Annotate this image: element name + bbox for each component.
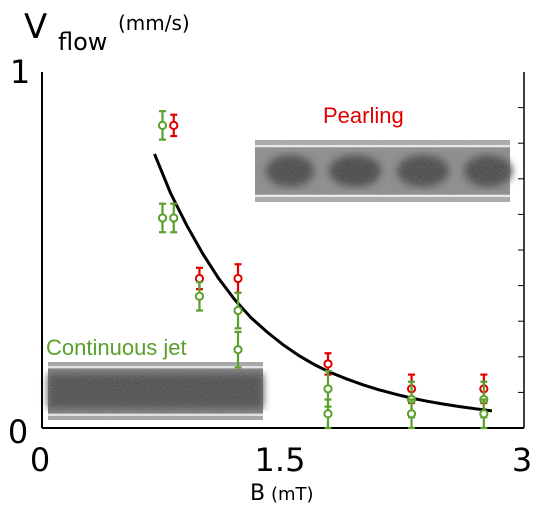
x-label-symbol: B xyxy=(250,481,265,506)
data-points-layer xyxy=(157,110,489,430)
data-point xyxy=(233,330,243,369)
data-marker xyxy=(323,409,333,419)
data-marker xyxy=(169,120,179,131)
continuous-jet-inset xyxy=(48,362,263,420)
data-point xyxy=(169,202,179,234)
y-label-unit: (mm/s) xyxy=(118,11,190,35)
data-marker xyxy=(323,384,333,394)
pearling-label: Pearling xyxy=(323,103,404,128)
x-tick-label-1: 1.5 xyxy=(255,441,306,479)
data-point xyxy=(233,291,243,330)
y-tick-label-bottom: 0 xyxy=(8,413,28,451)
data-marker xyxy=(233,273,243,284)
continuous-jet-label: Continuous jet xyxy=(46,335,187,360)
data-point xyxy=(157,110,168,141)
fit-curve xyxy=(153,153,493,413)
fit-curve-layer xyxy=(153,153,493,413)
data-marker xyxy=(233,345,243,355)
y-label-subscript: flow xyxy=(58,28,107,56)
data-marker xyxy=(169,213,179,223)
data-marker xyxy=(233,305,243,316)
axes xyxy=(41,72,525,429)
data-point xyxy=(157,202,168,234)
y-tick-label-top: 1 xyxy=(10,53,30,91)
y-axis-label: V flow (mm/s) xyxy=(24,7,190,56)
data-point xyxy=(194,280,205,312)
data-point xyxy=(406,398,417,430)
data-point xyxy=(169,113,179,138)
data-marker xyxy=(406,409,417,419)
x-tick-label-2: 3 xyxy=(512,441,532,479)
data-point xyxy=(479,398,489,430)
right-axis-ticks xyxy=(518,107,524,393)
data-marker xyxy=(194,291,205,301)
tick-labels: 1 0 0 1.5 3 xyxy=(8,53,532,479)
y-label-symbol: V xyxy=(24,7,47,47)
data-marker xyxy=(479,409,489,419)
data-point xyxy=(323,398,333,430)
x-label-unit: (mT) xyxy=(271,484,314,505)
data-point xyxy=(233,263,243,294)
data-marker xyxy=(323,359,333,369)
data-marker xyxy=(157,120,168,131)
data-marker xyxy=(157,213,168,223)
x-tick-label-0: 0 xyxy=(30,441,50,479)
pearling-inset xyxy=(255,140,512,202)
x-axis-label: B (mT) xyxy=(250,481,314,506)
